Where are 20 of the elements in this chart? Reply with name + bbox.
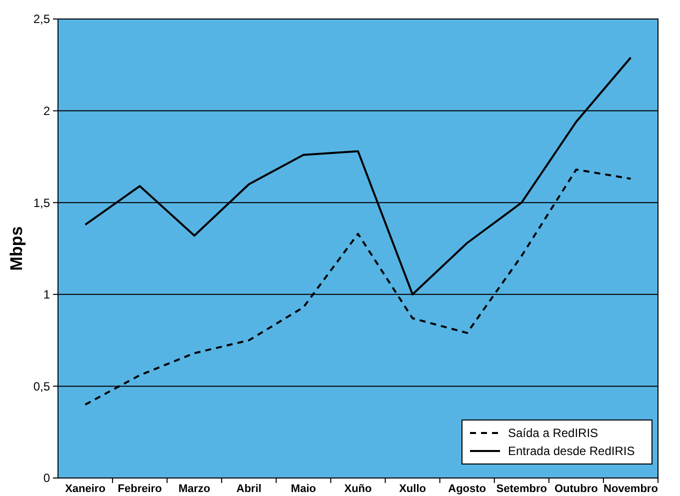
y-tick-label: 0 <box>43 471 50 486</box>
x-tick-label: Xullo <box>399 483 426 495</box>
y-axis-title: Mbps <box>7 226 26 271</box>
legend-label: Saída a RedIRIS <box>508 426 598 440</box>
legend-label: Entrada desde RedIRIS <box>508 444 635 458</box>
x-tick-label: Xuño <box>344 483 372 495</box>
y-tick-label: 2 <box>43 104 50 118</box>
x-tick-label: Setembro <box>496 483 548 495</box>
y-tick-label: 2,5 <box>33 12 50 26</box>
y-tick-label: 0,5 <box>33 379 50 394</box>
x-tick-label: Agosto <box>448 483 486 495</box>
x-tick-label: Xaneiro <box>65 483 106 495</box>
x-tick-label: Maio <box>290 483 316 495</box>
y-tick-label: 1 <box>43 288 50 302</box>
x-tick-label: Outubro <box>554 483 598 495</box>
x-tick-label: Abril <box>236 483 262 495</box>
x-tick-label: Novembro <box>604 483 658 495</box>
y-tick-label: 1,5 <box>33 196 50 210</box>
x-tick-label: Febreiro <box>118 483 162 495</box>
x-tick-label: Marzo <box>178 483 211 495</box>
